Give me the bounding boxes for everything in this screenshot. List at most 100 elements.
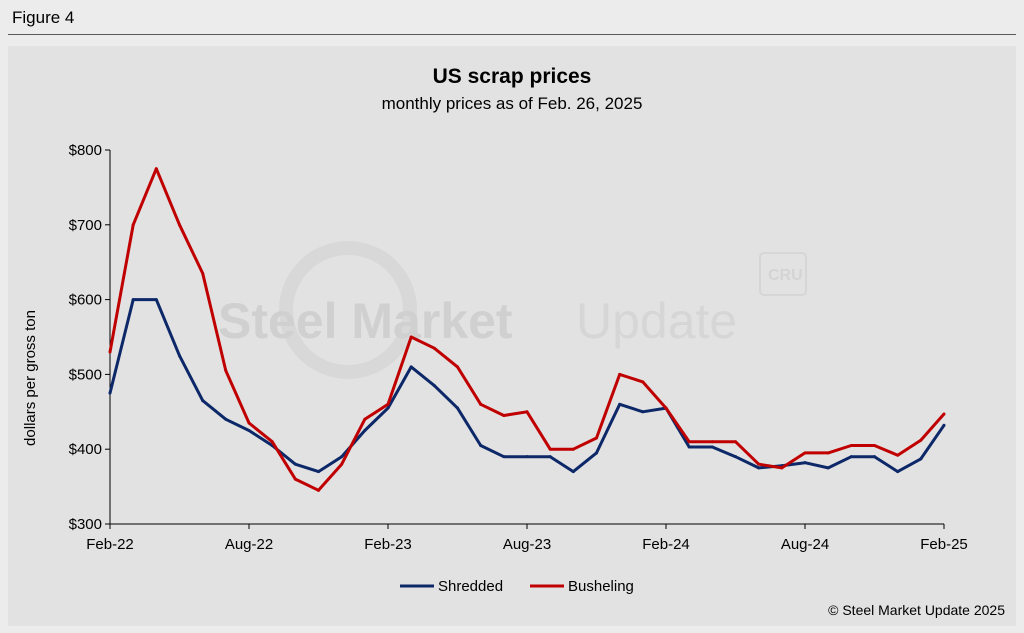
data-point-busheling [803, 451, 807, 455]
data-point-shredded [896, 470, 900, 474]
y-tick-label: $700 [69, 217, 102, 234]
data-point-busheling [154, 167, 158, 171]
data-point-shredded [571, 470, 575, 474]
data-point-busheling [710, 440, 714, 444]
data-point-shredded [340, 455, 344, 459]
data-point-busheling [780, 466, 784, 470]
data-point-shredded [548, 455, 552, 459]
y-tick-label: $800 [69, 142, 102, 159]
data-point-busheling [317, 488, 320, 492]
data-point-shredded [409, 365, 413, 369]
x-tick-label: Feb-22 [86, 536, 134, 553]
data-point-shredded [154, 298, 158, 302]
data-point-busheling [873, 443, 876, 447]
data-point-busheling [293, 477, 297, 481]
y-tick-label: $300 [69, 516, 102, 533]
data-point-busheling [826, 451, 830, 455]
data-point-shredded [595, 451, 598, 455]
data-point-busheling [178, 223, 181, 227]
data-point-shredded [131, 298, 135, 302]
data-point-busheling [270, 440, 274, 444]
watermark: Steel Market Update CRU [218, 241, 807, 379]
x-tick-label: Feb-25 [920, 536, 968, 553]
data-point-busheling [734, 440, 737, 444]
data-point-busheling [479, 402, 483, 406]
data-point-busheling [664, 406, 668, 410]
data-point-busheling [432, 346, 436, 350]
copyright-notice: © Steel Market Update 2025 [828, 602, 1005, 618]
data-point-busheling [131, 223, 135, 227]
data-point-shredded [525, 455, 529, 459]
watermark-ring-icon [279, 241, 417, 379]
data-point-shredded [803, 461, 807, 465]
data-point-busheling [595, 436, 598, 440]
figure-label: Figure 4 [12, 8, 75, 27]
chart-title: US scrap prices [433, 65, 592, 88]
data-point-shredded [363, 429, 367, 432]
data-point-shredded [178, 354, 181, 358]
data-point-shredded [432, 384, 436, 388]
data-point-shredded [224, 417, 228, 421]
data-point-busheling [942, 412, 946, 416]
legend-label-shredded: Shredded [438, 578, 503, 595]
data-point-shredded [757, 466, 761, 470]
data-point-shredded [502, 455, 506, 459]
data-point-busheling [386, 402, 390, 406]
x-axis-ticks: Feb-22 Aug-22 Feb-23 Aug-23 Feb-24 Aug-24 Feb-… [86, 524, 968, 553]
x-tick-label: Aug-23 [503, 536, 551, 553]
series-lines [108, 167, 946, 492]
line-chart: Steel Market Update CRU US scrap prices … [22, 65, 1005, 618]
figure-header: Figure 4 [0, 0, 1024, 35]
watermark-brand-light: Update [576, 293, 737, 349]
data-point-busheling [363, 417, 367, 421]
data-point-shredded [618, 402, 622, 406]
data-point-busheling [896, 453, 900, 457]
data-point-shredded [641, 410, 645, 414]
x-tick-label: Aug-22 [225, 536, 273, 553]
data-point-shredded [919, 457, 923, 461]
data-point-shredded [849, 455, 853, 459]
data-point-shredded [873, 455, 876, 459]
watermark-badge: CRU [768, 267, 803, 284]
y-axis-label: dollars per gross ton [22, 310, 39, 446]
data-point-busheling [108, 350, 112, 354]
data-point-busheling [224, 369, 228, 373]
header-divider [8, 34, 1016, 35]
data-point-busheling [641, 380, 645, 384]
x-tick-label: Aug-24 [781, 536, 829, 553]
data-point-shredded [317, 470, 320, 474]
data-point-busheling [502, 414, 506, 418]
data-point-busheling [849, 443, 853, 447]
data-point-busheling [757, 462, 761, 466]
y-tick-label: $400 [69, 441, 102, 458]
data-point-busheling [409, 335, 413, 339]
legend-label-busheling: Busheling [568, 578, 634, 595]
y-tick-label: $500 [69, 366, 102, 383]
data-point-shredded [734, 455, 737, 459]
data-point-shredded [687, 445, 691, 449]
data-point-shredded [479, 443, 483, 447]
data-point-shredded [942, 423, 946, 427]
data-point-shredded [710, 445, 714, 449]
watermark-brand-bold: Steel Market [218, 293, 513, 349]
y-tick-label: $600 [69, 292, 102, 309]
data-point-busheling [687, 440, 691, 444]
data-point-busheling [548, 447, 552, 451]
x-tick-label: Feb-23 [364, 536, 412, 553]
y-axis-ticks: $300 $400 $500 $600 $700 $800 [69, 142, 110, 533]
data-point-busheling [247, 421, 251, 425]
data-point-busheling [919, 438, 923, 442]
data-point-shredded [201, 399, 205, 403]
data-point-shredded [456, 406, 459, 410]
watermark-badge-icon [759, 252, 807, 296]
chart-panel: Steel Market Update CRU US scrap prices … [8, 46, 1016, 626]
data-point-shredded [826, 466, 830, 470]
data-point-busheling [456, 365, 459, 369]
data-point-busheling [201, 271, 205, 275]
legend: Shredded Busheling [400, 578, 634, 595]
data-point-busheling [618, 372, 622, 376]
data-point-busheling [571, 447, 575, 451]
data-point-busheling [340, 462, 344, 466]
data-point-shredded [386, 406, 390, 410]
data-point-shredded [247, 429, 251, 432]
